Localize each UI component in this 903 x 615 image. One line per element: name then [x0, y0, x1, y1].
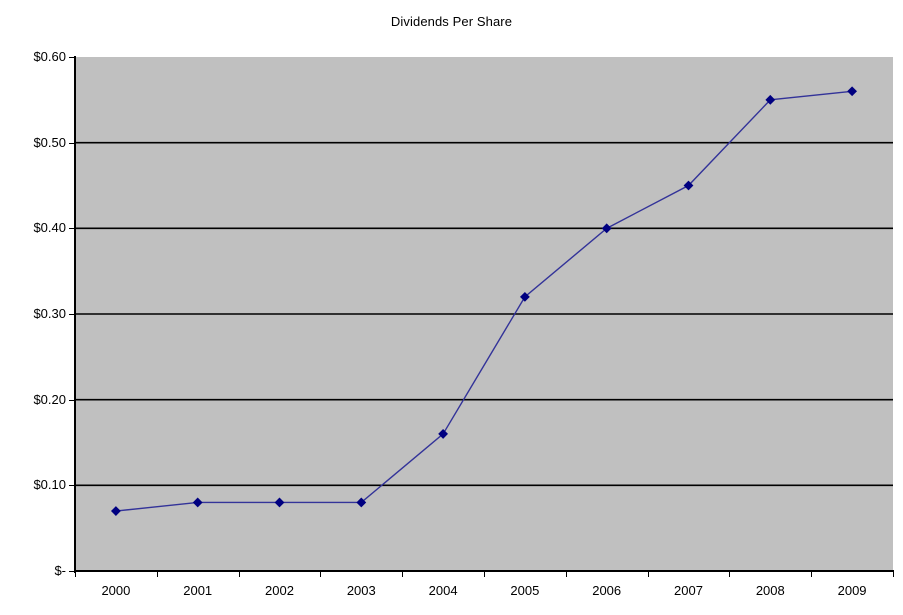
chart-title: Dividends Per Share [390, 14, 513, 29]
x-axis-tick-mark [566, 571, 567, 577]
data-point-marker [356, 497, 367, 508]
y-axis-tick-mark [69, 228, 75, 229]
x-axis-tick-labels: 2000 2001 2002 2003 2004 2005 2006 2007 … [75, 583, 893, 605]
x-axis-tick-label: 2009 [837, 583, 867, 598]
series-line [115, 90, 853, 512]
data-point-marker [192, 497, 203, 508]
y-axis-line [74, 56, 76, 573]
data-point-marker [847, 86, 858, 97]
data-point-marker [438, 429, 449, 439]
x-axis-tick-label: 2006 [592, 583, 622, 598]
x-axis-tick-label: 2004 [428, 583, 458, 598]
plot-svg [75, 86, 893, 516]
x-axis-tick-label: 2008 [755, 583, 785, 598]
x-axis-tick-mark [484, 571, 485, 577]
gridlines [75, 141, 893, 487]
y-axis-tick-mark [69, 314, 75, 315]
x-axis-tick-mark [648, 571, 649, 577]
y-axis-tick-label: $0.20 [33, 391, 66, 407]
x-axis-tick-mark [239, 571, 240, 577]
x-axis-tick-label: 2005 [510, 583, 540, 598]
x-axis-tick-label: 2000 [101, 583, 131, 598]
data-point-marker [601, 223, 612, 234]
x-axis-tick-mark [893, 571, 894, 577]
data-point-marker [110, 506, 121, 516]
y-axis-tick-mark [69, 571, 75, 572]
x-axis-tick-mark [320, 571, 321, 577]
y-axis-tick-label: $0.30 [33, 306, 66, 321]
plot-area [75, 57, 893, 571]
x-axis-tick-label: 2001 [183, 583, 213, 598]
y-axis-tick-label: $0.40 [33, 220, 66, 236]
x-axis-tick-mark [729, 571, 730, 577]
y-axis-tick-mark [69, 57, 75, 58]
data-point-marker [683, 180, 694, 191]
y-axis-tick-labels: $0.60 $0.50 $0.40 $0.30 $0.20 $0.10 $- [0, 0, 66, 615]
x-axis-tick-mark [157, 571, 158, 577]
x-axis-tick-label: 2003 [346, 583, 376, 598]
data-point-marker [274, 497, 285, 508]
x-axis-tick-label: 2002 [265, 583, 294, 598]
y-axis-tick-label: $0.50 [33, 134, 66, 150]
y-axis-tick-label: $0.60 [33, 49, 66, 64]
y-axis-tick-mark [69, 143, 75, 144]
y-axis-tick-mark [69, 400, 75, 401]
y-axis-tick-mark [69, 485, 75, 486]
y-axis-tick-label: $- [54, 563, 66, 578]
data-point-marker [765, 94, 776, 105]
x-axis-tick-mark [811, 571, 812, 577]
x-axis-tick-mark [402, 571, 403, 577]
x-axis-tick-label: 2007 [674, 583, 703, 598]
y-axis-tick-label: $0.10 [33, 477, 66, 493]
data-point-marker [519, 291, 530, 302]
series-markers [110, 86, 858, 516]
x-axis-tick-mark [75, 571, 76, 577]
